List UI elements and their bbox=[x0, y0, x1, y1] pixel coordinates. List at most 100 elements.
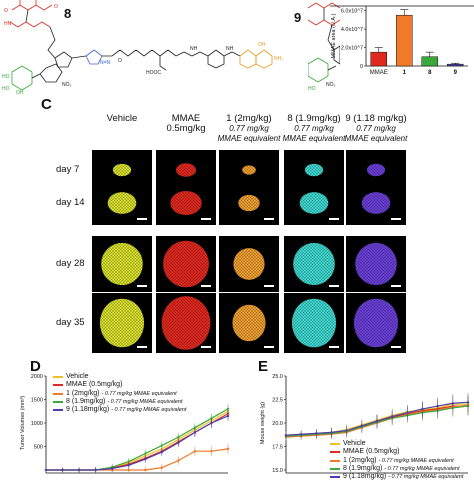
scale-bar bbox=[329, 285, 339, 287]
legend-label: Vehicle bbox=[343, 440, 366, 447]
tumor-mesh-overlay bbox=[366, 163, 386, 177]
legend-label: 8 (1.9mg/kg) bbox=[343, 464, 383, 472]
scale-bar bbox=[329, 346, 339, 348]
mouse-weight-legend: Vehicle MMAE (0.5mg/kg) 1 (2mg/kg) - 0.77 m… bbox=[330, 440, 463, 481]
data-point bbox=[210, 417, 213, 420]
tumor-image bbox=[346, 293, 406, 353]
tumor-image bbox=[346, 181, 406, 225]
column-sub: 0.77 mg/kg bbox=[229, 124, 269, 133]
legend-swatch bbox=[53, 401, 63, 404]
tumor-image bbox=[92, 293, 152, 353]
mouse-weight-chart: 25.0 22.5 20.0 17.5 15.0 Mouse weight (g) bbox=[260, 374, 470, 474]
tumor-mesh-overlay bbox=[101, 242, 143, 286]
data-point bbox=[160, 450, 164, 454]
data-point bbox=[299, 433, 303, 436]
data-point bbox=[160, 444, 164, 447]
bar bbox=[447, 63, 464, 67]
svg-text:NH: NH bbox=[226, 46, 234, 52]
data-point bbox=[144, 457, 147, 461]
tumor-mesh-overlay bbox=[242, 165, 256, 175]
data-point bbox=[421, 407, 424, 411]
legend-note: - 0.77 mg/kg MMAE equivalent bbox=[101, 390, 177, 397]
column-sub: 0.77 mg/kg bbox=[356, 124, 396, 133]
compound-8-label: 8 bbox=[64, 6, 72, 21]
column-header: 1 (2mg/kg) 0.77 mg/kg MMAE equivalent bbox=[213, 114, 285, 144]
legend-label: MMAE (0.5mg/kg) bbox=[343, 448, 400, 456]
tumor-mesh-overlay bbox=[107, 192, 137, 214]
svg-text:HO: HO bbox=[2, 86, 10, 92]
data-point bbox=[77, 468, 81, 472]
x-tick-label: 9 bbox=[454, 70, 458, 76]
data-point bbox=[193, 450, 197, 453]
legend-label: Vehicle bbox=[66, 373, 89, 380]
scale-bar bbox=[201, 346, 211, 348]
data-point bbox=[345, 429, 348, 432]
data-point bbox=[406, 411, 409, 414]
scale-bar bbox=[264, 218, 274, 220]
legend-note: - 0.77 mg/kg MMAE equivalent bbox=[384, 465, 460, 472]
svg-text:NO₂: NO₂ bbox=[62, 82, 72, 88]
tumor-mesh-overlay bbox=[293, 242, 335, 286]
row-label: day 28 bbox=[56, 258, 85, 269]
tumor-volume-chart: 2000 1500 1000 500 Tumor Volumes (mm³) bbox=[20, 374, 230, 474]
data-point bbox=[451, 402, 455, 405]
data-point bbox=[360, 424, 364, 428]
tumor-mesh-overlay bbox=[238, 194, 260, 212]
data-point bbox=[127, 460, 130, 463]
data-point bbox=[284, 434, 288, 437]
data-point bbox=[315, 432, 318, 435]
tumor-mesh bbox=[232, 304, 266, 342]
tumor-mesh bbox=[238, 194, 260, 212]
legend-swatch bbox=[53, 392, 63, 395]
tumor-mesh bbox=[293, 242, 335, 286]
data-point bbox=[44, 468, 48, 472]
tumor-image bbox=[156, 293, 216, 353]
legend-item: Vehicle bbox=[53, 373, 186, 381]
data-point bbox=[144, 468, 147, 472]
bar-chart: 6.0x10^7 4.0x10^7 2.0x10^7 0 MMAE area (U.A.… bbox=[330, 5, 474, 76]
legend-swatch bbox=[330, 468, 340, 471]
tumor-mesh bbox=[101, 242, 143, 286]
column-header: MMAE 0.5mg/kg bbox=[150, 114, 222, 134]
scale-bar bbox=[391, 218, 401, 220]
legend-note: - 0.77 mg/kg MMAE equivalent bbox=[378, 457, 454, 464]
tumor-mesh bbox=[112, 163, 132, 177]
svg-text:HOOC: HOOC bbox=[146, 70, 161, 76]
svg-text:N=N: N=N bbox=[100, 60, 111, 66]
column-sub: 0.77 mg/kg bbox=[294, 124, 334, 133]
data-point bbox=[226, 407, 230, 411]
data-point bbox=[210, 421, 213, 425]
legend-label: 1 (2mg/kg) bbox=[343, 456, 377, 464]
legend-item: 8 (1.9mg/kg) - 0.77 mg/kg MMAE equivalent bbox=[330, 465, 463, 473]
svg-text:OH: OH bbox=[16, 90, 24, 95]
column-sub2: MMAE equivalent bbox=[282, 134, 346, 143]
y-tick-label: 17.5 bbox=[272, 445, 283, 451]
column-title: 1 (2mg/kg) bbox=[226, 113, 272, 124]
column-title2: 0.5mg/kg bbox=[166, 123, 206, 134]
column-header: Vehicle bbox=[86, 114, 158, 124]
scale-bar bbox=[264, 346, 274, 348]
column-sub2: MMAE equivalent bbox=[344, 134, 408, 143]
tumor-mesh-overlay bbox=[361, 192, 391, 214]
bar bbox=[421, 56, 438, 67]
data-point bbox=[330, 431, 333, 434]
legend-note: - 0.77 mg/kg MMAE equivalent bbox=[111, 407, 187, 414]
legend-swatch bbox=[330, 459, 340, 462]
tumor-image bbox=[219, 181, 279, 225]
svg-text:O: O bbox=[118, 58, 122, 64]
tumor-mesh bbox=[163, 240, 209, 288]
tumor-mesh bbox=[304, 163, 324, 177]
tumor-image bbox=[284, 293, 344, 353]
tumor-image bbox=[284, 181, 344, 225]
legend-item: Vehicle bbox=[330, 440, 463, 448]
tumor-mesh bbox=[361, 192, 391, 214]
series-line bbox=[46, 415, 229, 471]
scale-bar bbox=[201, 285, 211, 287]
y-tick-label: 1500 bbox=[31, 398, 43, 404]
y-tick-label: 22.5 bbox=[272, 398, 283, 404]
svg-text:HN: HN bbox=[4, 21, 12, 27]
data-point bbox=[144, 452, 147, 455]
legend-swatch bbox=[330, 451, 340, 454]
tumor-image bbox=[92, 181, 152, 225]
tumor-mesh-overlay bbox=[112, 163, 132, 177]
